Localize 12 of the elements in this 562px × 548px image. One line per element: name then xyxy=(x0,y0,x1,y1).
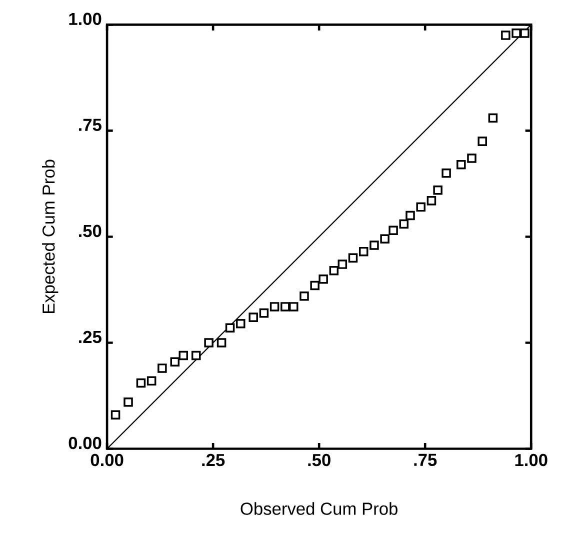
x-tick-label: .50 xyxy=(308,454,330,466)
y-tick-label: 1.00 xyxy=(69,12,102,26)
y-axis-title: Expected Cum Prob xyxy=(42,160,58,314)
y-tick-label: .25 xyxy=(78,331,102,344)
x-tick-label: .25 xyxy=(202,454,225,466)
x-axis-title: Observed Cum Prob xyxy=(240,502,398,516)
x-tick-label: 0.00 xyxy=(90,454,124,466)
y-tick-label: 0.00 xyxy=(68,437,102,450)
x-tick-label: 1.00 xyxy=(515,454,548,466)
x-tick-label: .75 xyxy=(414,454,437,466)
y-tick-label: .50 xyxy=(78,225,102,238)
y-tick-label: .75 xyxy=(78,119,102,132)
